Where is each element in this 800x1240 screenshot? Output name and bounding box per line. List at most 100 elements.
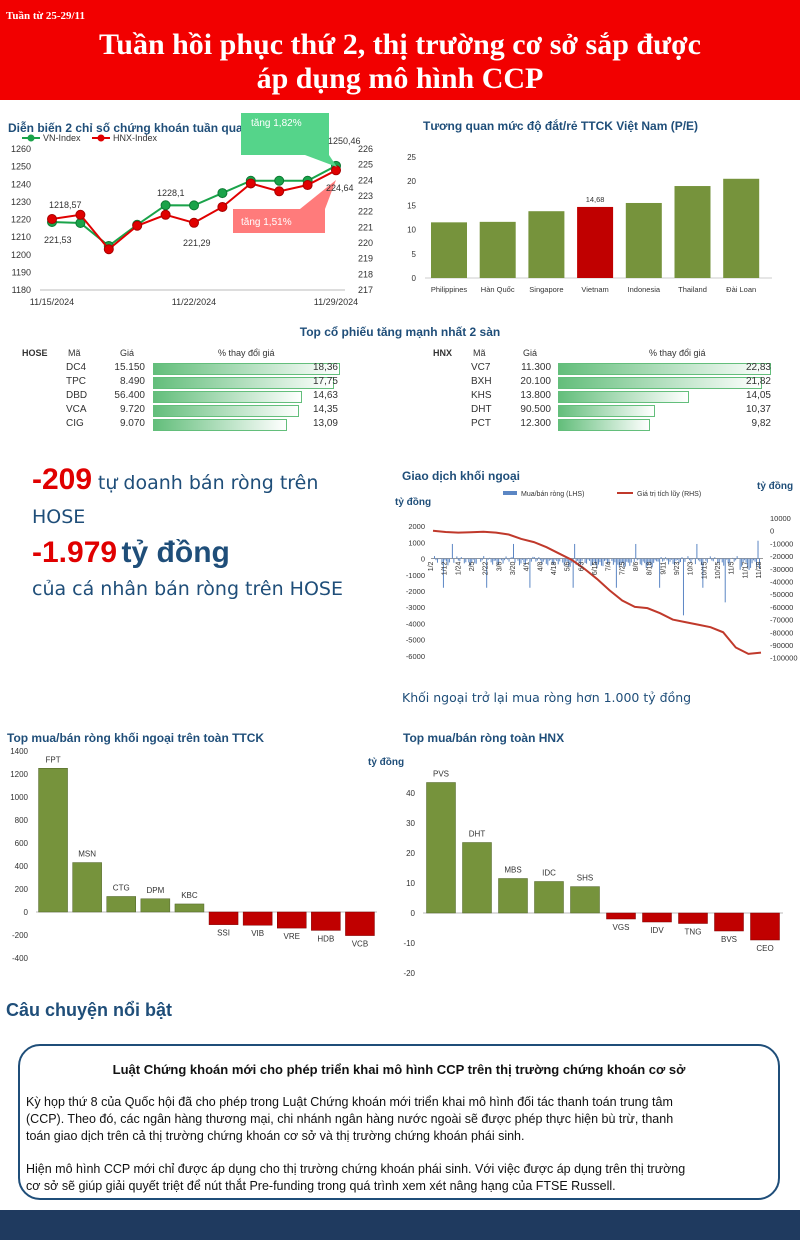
foreign-left-tick: -1000 xyxy=(406,571,425,580)
index-right-tick: 224 xyxy=(358,175,373,185)
foreign-right-tick: -30000 xyxy=(770,565,793,574)
bar xyxy=(106,896,136,913)
index-legend: VN-Index HNX-Index xyxy=(22,133,158,143)
gainer-change-bar xyxy=(153,363,341,375)
bar-y-tick: 800 xyxy=(15,816,29,825)
foreign-left-tick: 0 xyxy=(421,555,425,564)
page-title: Tuần hồi phục thứ 2, thị trường cơ sở sắ… xyxy=(0,28,800,96)
bar-label: SHS xyxy=(577,874,593,883)
vn-index-point xyxy=(160,200,171,211)
index-x-tick: 11/22/2024 xyxy=(172,297,216,307)
foreign-right-tick: -40000 xyxy=(770,577,793,586)
gainer-change-value: 9,82 xyxy=(751,418,771,429)
foreign-x-label: 9/23 xyxy=(674,561,681,575)
bar-label: FPT xyxy=(45,755,60,764)
callout-hnx-pointer xyxy=(300,180,336,209)
story-box xyxy=(18,1044,780,1200)
bar xyxy=(678,912,708,924)
callout-hnx: tăng 1,51% xyxy=(233,180,336,233)
gainer-price: 9.070 xyxy=(119,418,145,429)
footer-bar xyxy=(0,1210,800,1240)
bar-y-tick: 200 xyxy=(15,885,29,894)
legend-bar-label: Mua/bán ròng (LHS) xyxy=(521,491,584,498)
index-right-tick: 221 xyxy=(358,222,373,232)
bar-y-tick: 0 xyxy=(24,908,29,917)
foreign-x-label: 10/3 xyxy=(688,561,695,575)
index-left-tick: 1220 xyxy=(11,215,31,225)
legend-vn-index: VN-Index xyxy=(43,133,81,143)
label-vn-end: 1250,46 xyxy=(328,136,361,146)
bar-label: DPM xyxy=(146,886,164,895)
index-left-tick: 1180 xyxy=(12,285,31,295)
gainer-code: KHS xyxy=(471,390,492,401)
story-p1-line1: Kỳ họp thứ 8 của Quốc hội đã cho phép tr… xyxy=(26,1095,673,1109)
index-left-tick: 1190 xyxy=(12,267,31,277)
bar xyxy=(606,912,636,920)
pe-y-tick: 0 xyxy=(412,274,417,283)
pe-vn-label: 14,68 xyxy=(586,195,605,204)
hose-gainers-table: HOSE Mã Giá % thay đổi giá DC4 15.150 18,3… xyxy=(22,347,352,437)
bar-y-tick: 1000 xyxy=(10,793,28,802)
label-vn-start: 1218,57 xyxy=(49,200,82,210)
gainer-change-value: 17,75 xyxy=(312,376,338,387)
bar xyxy=(208,911,239,925)
index-left-tick: 1230 xyxy=(11,197,31,207)
foreign-x-label: 6/3 xyxy=(578,561,585,571)
week-label: Tuần từ 25-29/11 xyxy=(6,10,85,22)
gainer-code: PCT xyxy=(471,418,491,429)
foreign-left-tick: -5000 xyxy=(406,636,425,645)
foreign-right-tick: -80000 xyxy=(770,628,793,637)
bar-label: PVS xyxy=(433,770,449,779)
gainer-change-value: 21,82 xyxy=(745,376,771,387)
foreign-x-label: 9/11 xyxy=(660,561,667,574)
bar-label: CTG xyxy=(113,883,130,892)
index-left-tick: 1240 xyxy=(11,179,31,189)
hnx-index-point xyxy=(160,209,171,220)
gainer-change-value: 22,83 xyxy=(745,362,771,373)
hose-label: HOSE xyxy=(22,348,48,358)
gainer-price: 11.300 xyxy=(521,362,551,373)
gainer-change-value: 18,36 xyxy=(312,362,338,373)
foreign-x-label: 4/8 xyxy=(537,561,544,571)
foreign-x-label: 1/12 xyxy=(442,561,449,575)
hnx-gainers-table: HNX Mã Giá % thay đổi giá VC7 11.300 22,83… xyxy=(433,347,773,437)
bar-label: VGS xyxy=(613,923,630,932)
foreign-x-label: 4/1 xyxy=(524,561,531,571)
story-p2-line2: cơ sở sẽ giúp giải quyết triệt để nút th… xyxy=(26,1179,616,1193)
proprietary-number: -209 xyxy=(32,463,93,496)
gainer-code: TPC xyxy=(66,376,86,387)
pe-bar xyxy=(625,202,662,278)
gainer-change-bar xyxy=(558,419,650,431)
gainer-code: BXH xyxy=(471,376,492,387)
index-chart-title: Diễn biến 2 chỉ số chứng khoán tuần qua xyxy=(8,121,243,135)
pe-x-label: Đài Loan xyxy=(726,285,756,294)
story-paragraph-2: Hiện mô hình CCP mới chỉ được áp dụng ch… xyxy=(26,1161,776,1195)
bar-label: BVS xyxy=(721,935,737,944)
title-line-2: áp dụng mô hình CCP xyxy=(256,62,544,95)
story-heading: Câu chuyện nổi bật xyxy=(6,1000,173,1020)
index-line-chart: 1180 1190 1200 1210 1220 1230 1240 1250 1260 217 2… xyxy=(11,113,373,307)
index-right-tick: 225 xyxy=(358,160,373,170)
vn-index-point xyxy=(274,175,285,186)
pe-x-label: Philippines xyxy=(431,285,468,294)
top-hnx-bar-chart: -20 -10 0 10 20 30 40 PVS DHT MBS IDC SHS VGS IDV TNG B… xyxy=(403,770,783,978)
story-p1-line3: toán giao dịch trên cả thị trường chứng … xyxy=(26,1129,525,1143)
gainer-price: 12.300 xyxy=(520,418,551,429)
index-right-tick: 222 xyxy=(358,207,373,217)
legend-bar-marker xyxy=(503,491,517,495)
foreign-right-tick: 0 xyxy=(770,527,774,536)
bar-y-tick: 1200 xyxy=(10,770,28,779)
bar-y-tick: 40 xyxy=(406,789,415,798)
hnx-label: HNX xyxy=(433,348,453,358)
legend-hnx-index: HNX-Index xyxy=(113,133,158,143)
callout-vn: tăng 1,82% xyxy=(241,113,337,167)
foreign-right-tick: -70000 xyxy=(770,616,793,625)
gainer-code: DC4 xyxy=(66,362,87,373)
hnx-index-point xyxy=(245,178,256,189)
hnx-index-point xyxy=(274,186,285,197)
callout-hnx-box xyxy=(233,209,325,233)
pe-bar xyxy=(479,221,516,278)
bar-y-tick: -400 xyxy=(12,954,29,963)
highlight-individual-text: của cá nhân bán ròng trên HOSE xyxy=(32,578,343,600)
hnx-col-price: Giá xyxy=(523,348,538,358)
